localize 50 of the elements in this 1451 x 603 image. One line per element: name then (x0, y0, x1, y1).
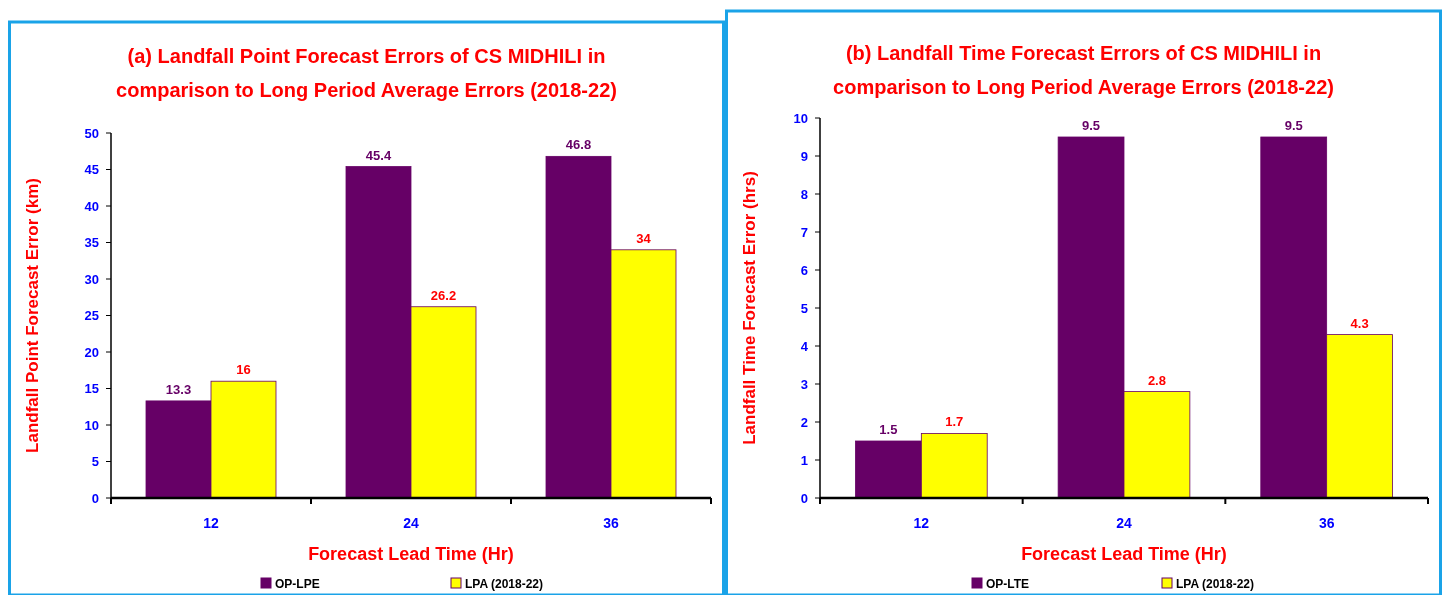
x-axis-title: Forecast Lead Time (Hr) (308, 544, 514, 564)
y-tick-label: 20 (84, 344, 99, 360)
y-tick-label: 30 (84, 271, 99, 287)
data-label: 34 (636, 230, 652, 246)
y-tick-label: 15 (84, 381, 99, 397)
chart-title: (b) Landfall Time Forecast Errors of CS MIDHILI in comparison to Long Period Average Errors (2018-22) (833, 42, 1334, 98)
y-tick-label: 10 (84, 417, 99, 433)
y-axis-title: Landfall Time Forecast Error (hrs) (740, 171, 759, 445)
y-tick-label: 5 (91, 454, 99, 470)
y-tick-label: 35 (84, 235, 99, 251)
data-label: 45.4 (365, 147, 392, 163)
legend-label: LPA (2018-22) (465, 577, 544, 591)
y-tick-label: 10 (793, 110, 808, 126)
y-tick-label: 8 (800, 186, 808, 202)
data-label: 9.5 (1082, 118, 1101, 133)
y-tick-label: 1 (800, 452, 808, 468)
x-tick-label: 36 (603, 515, 619, 531)
data-label: 46.8 (565, 137, 592, 153)
y-tick-label: 9 (800, 148, 808, 164)
data-label: 2.8 (1147, 372, 1166, 388)
y-tick-label: 25 (84, 308, 99, 324)
x-tick-label: 12 (203, 515, 219, 531)
y-tick-label: 3 (800, 376, 808, 392)
data-label: 4.3 (1350, 315, 1369, 331)
data-label: 1.5 (879, 422, 898, 437)
x-tick-label: 24 (403, 515, 419, 531)
data-label: 16 (236, 362, 251, 378)
legend-label: OP-LPE (275, 577, 320, 591)
data-label: 9.5 (1284, 118, 1303, 133)
y-tick-label: 5 (800, 300, 808, 316)
y-tick-label: 40 (84, 198, 99, 214)
x-axis-title: Forecast Lead Time (Hr) (1021, 544, 1227, 564)
y-axis-title: Landfall Point Forecast Error (km) (23, 178, 42, 453)
x-tick-label: 36 (1318, 515, 1335, 531)
x-tick-label: 24 (1116, 515, 1132, 531)
chart-title: (a) Landfall Point Forecast Errors of CS MIDHILI in comparison to Long Period Average Errors (2018-22) (116, 45, 617, 101)
legend-label: LPA (2018-22) (1176, 577, 1255, 591)
data-label: 26.2 (430, 287, 457, 303)
data-label: 13.3 (165, 381, 192, 397)
y-tick-label: 2 (800, 414, 808, 430)
legend-label: OP-LTE (986, 577, 1030, 591)
y-tick-label: 50 (84, 125, 99, 141)
y-tick-label: 45 (84, 162, 99, 178)
y-tick-label: 6 (800, 262, 808, 278)
y-tick-label: 0 (800, 490, 808, 506)
y-tick-label: 4 (800, 338, 809, 354)
x-tick-label: 12 (913, 515, 930, 531)
data-label: 1.7 (945, 414, 964, 430)
y-tick-label: 7 (800, 224, 808, 240)
y-tick-label: 0 (91, 490, 99, 506)
